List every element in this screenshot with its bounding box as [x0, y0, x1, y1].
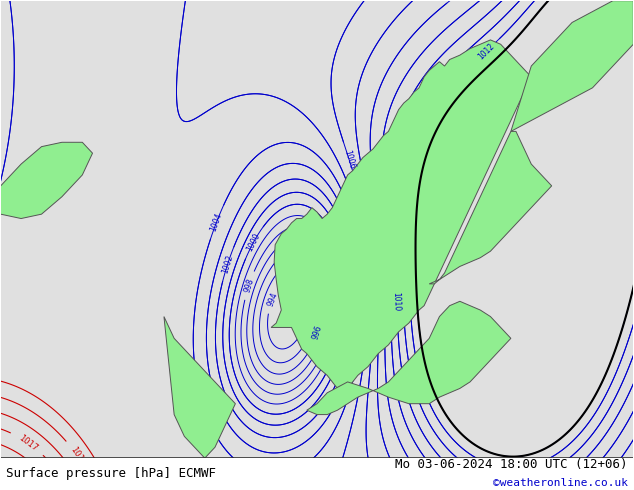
Text: 1018: 1018 — [43, 475, 63, 490]
Text: 1017: 1017 — [16, 433, 39, 453]
Text: Surface pressure [hPa] ECMWF: Surface pressure [hPa] ECMWF — [6, 467, 216, 480]
Text: 1012: 1012 — [476, 42, 496, 61]
Text: 1008: 1008 — [451, 0, 472, 1]
Polygon shape — [307, 301, 511, 415]
Text: 1000: 1000 — [245, 232, 262, 253]
Text: 996: 996 — [311, 324, 324, 341]
Text: 1004: 1004 — [209, 211, 224, 232]
Text: 1015: 1015 — [68, 445, 87, 468]
Text: 1006: 1006 — [342, 149, 356, 170]
Polygon shape — [511, 0, 633, 131]
Polygon shape — [429, 131, 552, 284]
Text: 994: 994 — [266, 291, 279, 308]
Text: 998: 998 — [242, 277, 256, 294]
Text: 1010: 1010 — [392, 292, 401, 311]
Polygon shape — [271, 40, 531, 393]
Polygon shape — [164, 317, 235, 458]
Text: Mo 03-06-2024 18:00 UTC (12+06): Mo 03-06-2024 18:00 UTC (12+06) — [395, 458, 628, 471]
Text: 1014: 1014 — [98, 468, 115, 490]
Text: ©weatheronline.co.uk: ©weatheronline.co.uk — [493, 478, 628, 488]
Polygon shape — [0, 142, 93, 219]
Text: 1002: 1002 — [221, 253, 235, 274]
